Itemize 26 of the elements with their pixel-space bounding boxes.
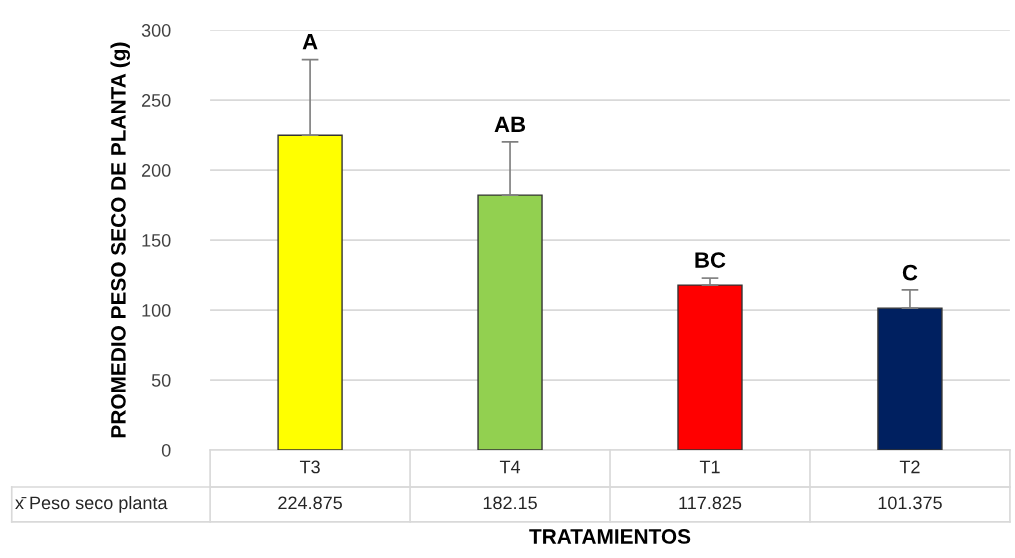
x-tick-label: T3 (299, 460, 320, 474)
y-tick-label: 50 (151, 373, 171, 387)
x-tick-label: T4 (499, 460, 521, 474)
text: x̄ Peso seco planta (15, 495, 168, 513)
data-label: 224.875 (278, 496, 342, 510)
y-tick-label: 150 (142, 234, 171, 247)
annotation: AB (494, 116, 526, 132)
annotation: A (302, 34, 318, 50)
x-axis-title: TRATAMIENTOS (529, 529, 691, 544)
y-tick-label: 200 (142, 164, 171, 177)
y-axis-title: PROMEDIO PESO SECO DE PLANTA (g) (110, 42, 130, 438)
data-label: 182.15 (483, 496, 537, 510)
x-tick-label: T2 (899, 460, 920, 474)
x-tick-label: T1 (699, 460, 720, 474)
bar (877, 307, 943, 451)
bar (477, 194, 543, 451)
y-tick-label: 100 (142, 304, 171, 317)
data-label: 117.825 (679, 496, 742, 510)
annotation: BC (695, 252, 726, 268)
bar (677, 284, 743, 451)
data-label: 101.375 (878, 496, 942, 510)
y-tick-label: 300 (141, 24, 171, 37)
y-tick-label: 250 (142, 94, 171, 107)
annotation: C (902, 264, 918, 281)
bar (277, 134, 343, 451)
y-tick-label: 0 (161, 443, 171, 457)
